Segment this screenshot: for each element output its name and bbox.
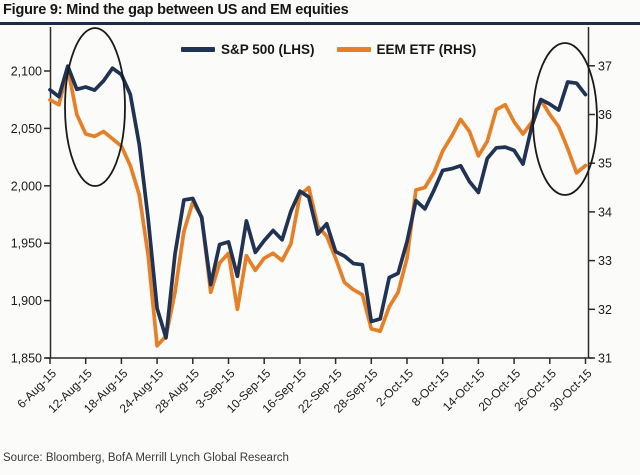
y-left-tick-label: 1,850 [11, 352, 42, 366]
y-right-tick-label: 31 [598, 352, 612, 366]
sp500-line-swatch [181, 47, 215, 52]
eem-line-swatch [336, 47, 371, 52]
axes [44, 27, 595, 364]
chart-area: 1,850 1,900 1,950 2,000 2,050 2,100 31 32 33 34 35… [11, 27, 612, 416]
x-tick-label: 2-Oct-15 [373, 366, 416, 409]
legend-label: EEM ETF (RHS) [376, 42, 477, 57]
series-group [48, 64, 588, 348]
annotations-group [64, 27, 598, 196]
y-left-tick-label: 1,950 [11, 237, 42, 251]
y-right-tick-label: 36 [598, 108, 612, 122]
y-left-tick-label: 2,000 [11, 179, 42, 193]
y-right-tick-label: 37 [598, 59, 612, 73]
y-left-tick-label: 2,100 [11, 65, 42, 79]
chart-svg: 1,850 1,900 1,950 2,000 2,050 2,100 31 32 33 34 35… [11, 27, 612, 416]
annotation-ellipse [532, 42, 598, 196]
figure-title: Figure 9: Mind the gap between US and EM… [3, 2, 349, 18]
title-rule [0, 22, 640, 25]
y-right-tick-label: 35 [598, 157, 612, 171]
axis-tick-labels: 1,850 1,900 1,950 2,000 2,050 2,100 31 32 33 34 35… [11, 59, 612, 415]
legend-item-eem: EEM ETF (RHS) [336, 42, 477, 57]
legend-label: S&P 500 (LHS) [221, 42, 315, 57]
y-right-tick-label: 33 [598, 254, 612, 268]
y-left-tick-label: 1,900 [11, 294, 42, 308]
series-line-eem [48, 66, 588, 348]
source-note: Source: Bloomberg, BofA Merrill Lynch Gl… [3, 452, 289, 464]
legend-item-sp500: S&P 500 (LHS) [181, 42, 315, 57]
y-left-tick-label: 2,050 [11, 122, 42, 136]
series-line-sp500 [48, 64, 588, 340]
y-right-tick-label: 34 [598, 205, 612, 219]
y-right-tick-label: 32 [598, 303, 612, 317]
chart-legend: S&P 500 (LHS) EEM ETF (RHS) [181, 42, 476, 57]
annotation-ellipse [64, 27, 126, 187]
